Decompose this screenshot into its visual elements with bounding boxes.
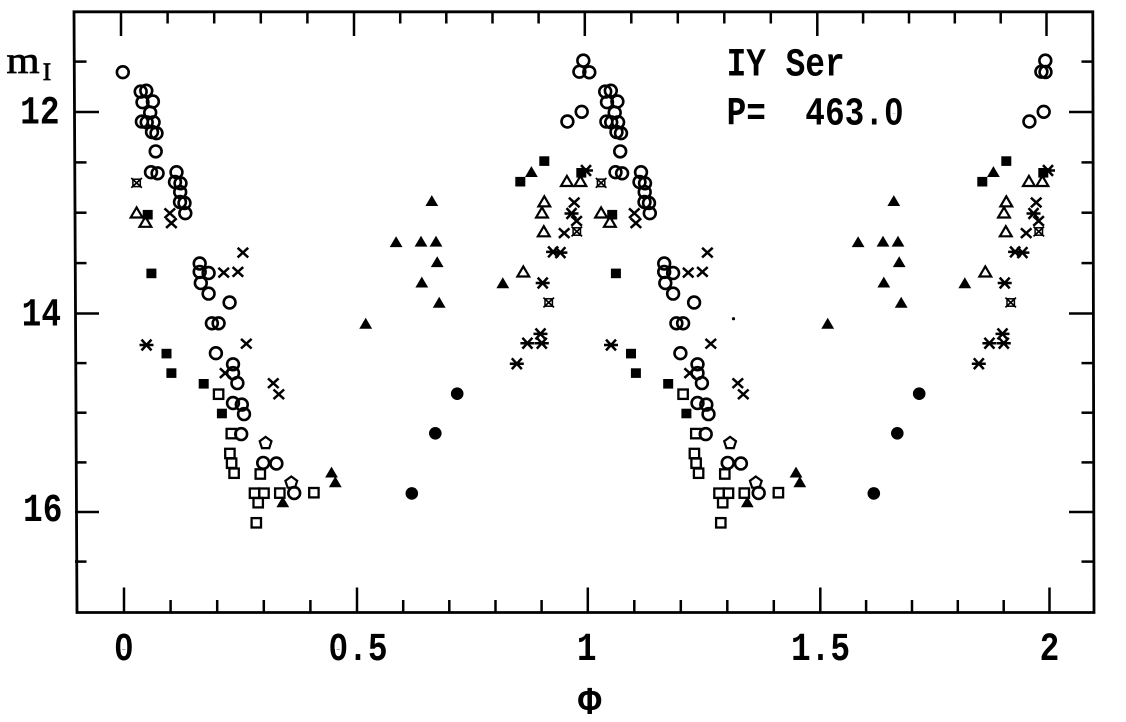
svg-text:m: m [7, 39, 40, 81]
svg-text:I: I [43, 59, 51, 86]
svg-text:2: 2 [1040, 627, 1060, 672]
svg-text:0: 0 [114, 627, 134, 672]
svg-text:16: 16 [23, 488, 62, 533]
svg-text:0.5: 0.5 [328, 627, 387, 672]
svg-text:Φ: Φ [578, 682, 602, 722]
svg-text:1.5: 1.5 [791, 627, 850, 672]
svg-text:12: 12 [20, 91, 59, 136]
svg-text:IY Ser: IY Ser [727, 42, 845, 87]
svg-text:14: 14 [22, 293, 61, 338]
svg-text:P= 463.0: P= 463.0 [727, 92, 904, 137]
svg-text:1: 1 [577, 627, 597, 672]
